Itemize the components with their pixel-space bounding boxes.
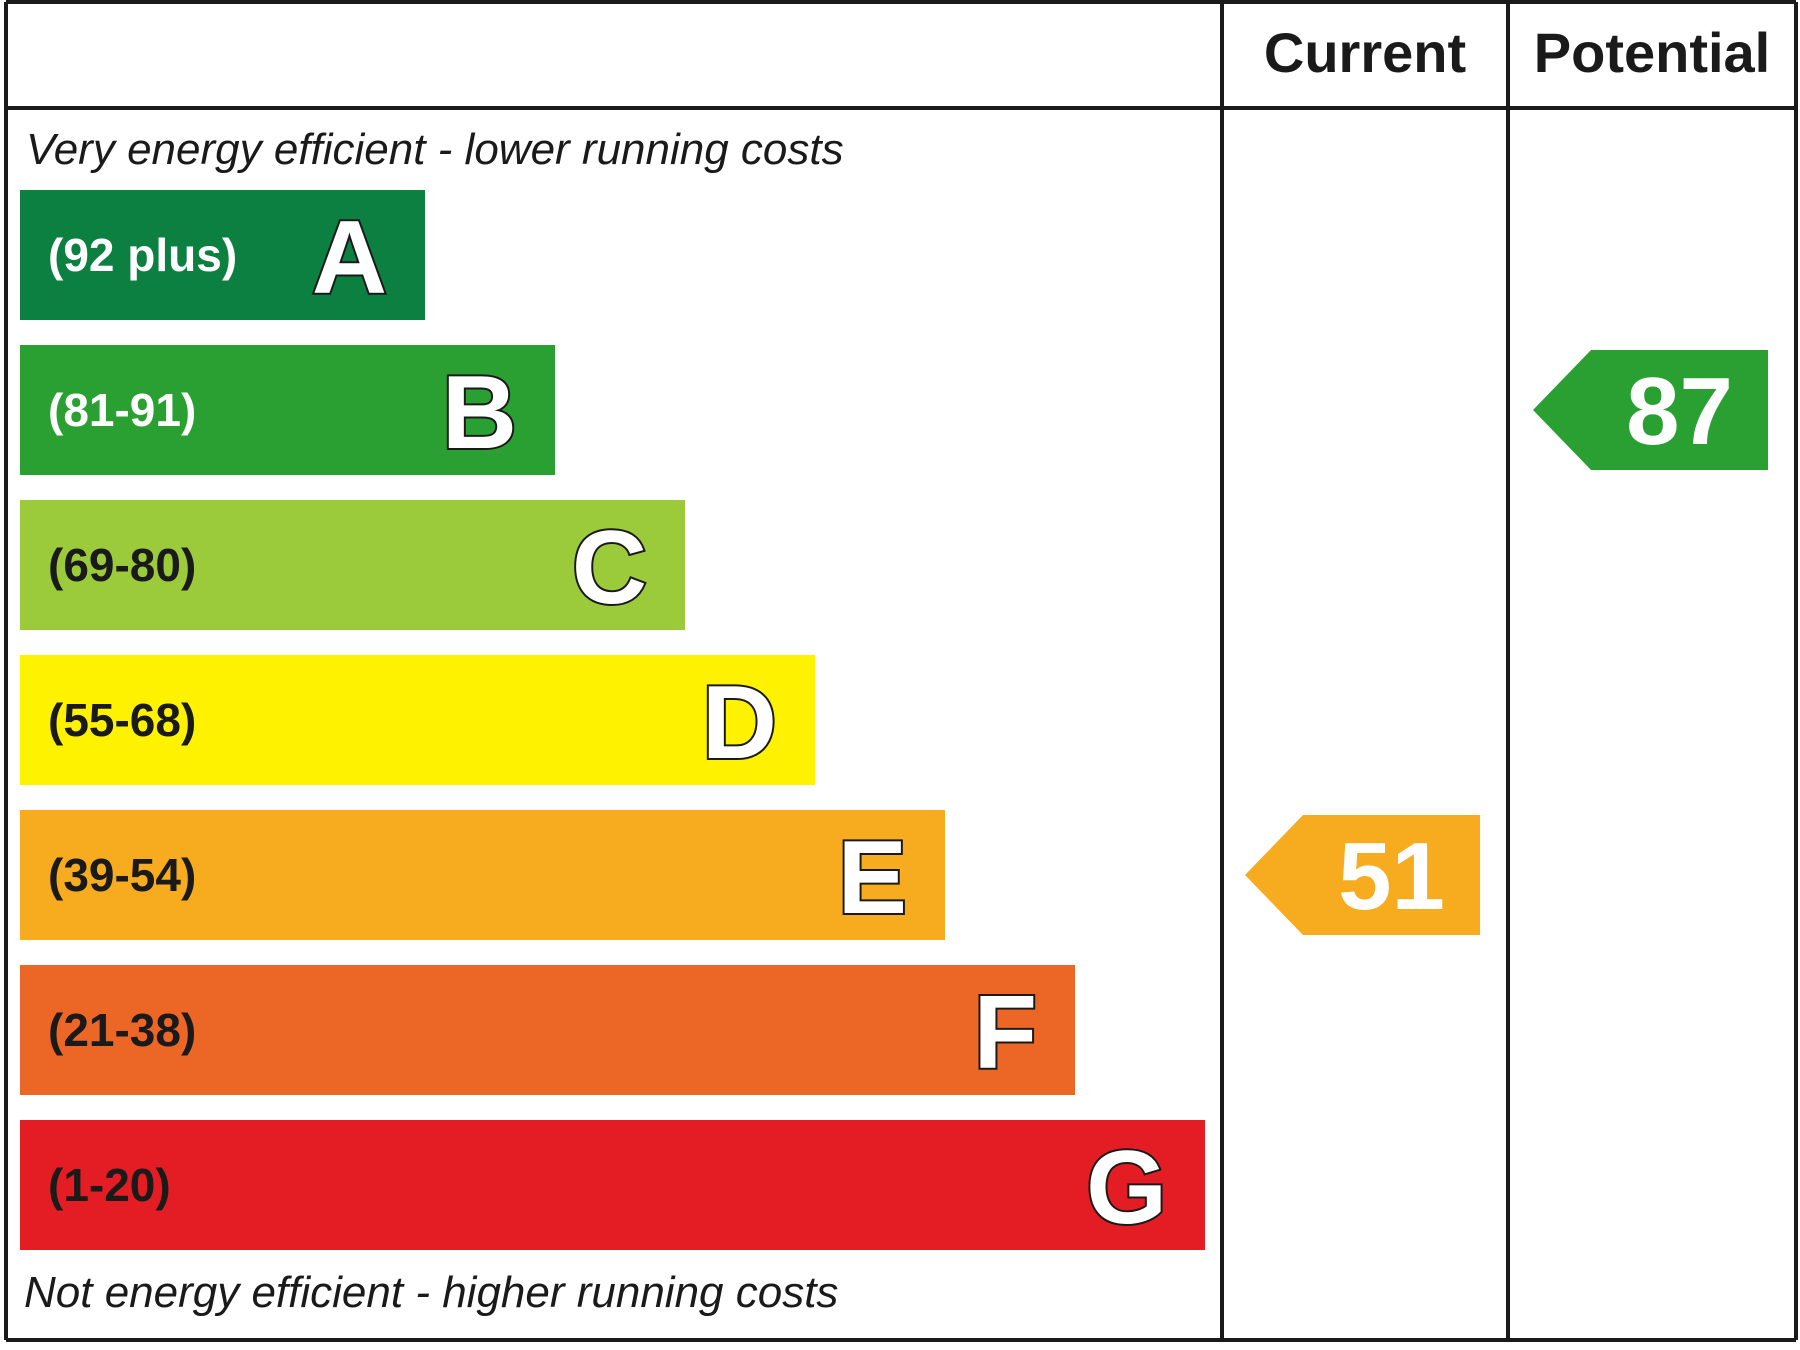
potential-column-header: Potential — [1534, 21, 1770, 84]
band-d: (55-68) D — [20, 655, 815, 785]
band-bar-b — [20, 345, 555, 475]
band-range-label: (92 plus) — [48, 229, 237, 281]
band-range-label: (55-68) — [48, 694, 196, 746]
band-bar-f — [20, 965, 1075, 1095]
band-range-label: (39-54) — [48, 849, 196, 901]
band-c: (69-80) C — [20, 500, 685, 630]
current-rating-value: 51 — [1338, 823, 1445, 930]
band-b: (81-91) B — [20, 345, 555, 475]
band-letter-label: E — [838, 820, 907, 936]
band-range-label: (1-20) — [48, 1159, 171, 1211]
band-letter-label: C — [572, 510, 647, 626]
potential-rating-value: 87 — [1626, 358, 1733, 465]
potential-rating-arrow — [1533, 350, 1768, 470]
rating-bands: (92 plus) A (81-91) B (69-80) C (55-68) D (39-54… — [20, 190, 1205, 1250]
band-bar-g — [20, 1120, 1205, 1250]
top-efficiency-note: Very energy efficient - lower running co… — [26, 125, 844, 174]
current-rating-arrow — [1245, 815, 1480, 935]
band-bar-d — [20, 655, 815, 785]
band-bar-c — [20, 500, 685, 630]
band-e: (39-54) E — [20, 810, 945, 940]
band-a: (92 plus) A — [20, 190, 425, 320]
band-letter-label: A — [312, 200, 387, 316]
band-range-label: (81-91) — [48, 384, 196, 436]
band-letter-label: B — [442, 355, 517, 471]
bottom-efficiency-note: Not energy efficient - higher running co… — [24, 1268, 838, 1317]
band-letter-label: F — [973, 975, 1037, 1091]
band-letter-label: D — [702, 665, 777, 781]
current-rating: 51 — [1245, 815, 1480, 935]
band-range-label: (69-80) — [48, 539, 196, 591]
band-bar-a — [20, 190, 425, 320]
potential-rating: 87 — [1533, 350, 1768, 470]
band-bar-e — [20, 810, 945, 940]
band-range-label: (21-38) — [48, 1004, 196, 1056]
band-g: (1-20) G — [20, 1120, 1205, 1250]
current-column-header: Current — [1264, 21, 1466, 84]
chart-frame — [4, 0, 1798, 1342]
band-letter-label: G — [1086, 1130, 1167, 1246]
band-f: (21-38) F — [20, 965, 1075, 1095]
rating-markers: 51 87 — [1245, 350, 1768, 935]
